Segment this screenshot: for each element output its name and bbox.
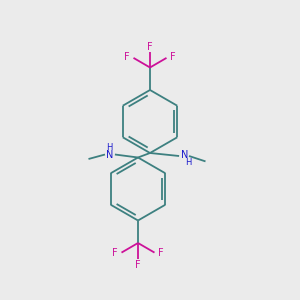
Text: F: F xyxy=(170,52,176,62)
Text: H: H xyxy=(185,158,192,167)
Text: N: N xyxy=(106,150,113,160)
Text: F: F xyxy=(112,248,118,259)
Text: F: F xyxy=(158,248,164,259)
Text: F: F xyxy=(135,260,141,270)
Text: F: F xyxy=(124,52,130,62)
Text: N: N xyxy=(181,150,188,160)
Text: F: F xyxy=(147,41,153,52)
Text: H: H xyxy=(106,143,112,152)
